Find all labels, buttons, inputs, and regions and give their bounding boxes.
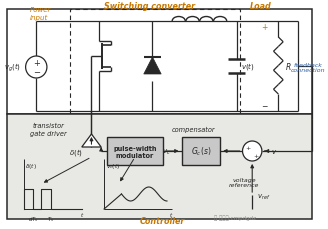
Text: t: t: [81, 212, 83, 217]
Text: $\delta(t)$: $\delta(t)$: [69, 147, 83, 158]
Text: Power
input: Power input: [30, 7, 51, 20]
Text: compensator: compensator: [171, 126, 215, 132]
Text: Switching converter: Switching converter: [104, 2, 195, 11]
Text: $G_c(s)$: $G_c(s)$: [191, 145, 211, 158]
Text: transistor
gate driver: transistor gate driver: [31, 123, 67, 136]
Bar: [181, 137, 220, 165]
Text: −: −: [33, 68, 40, 77]
Bar: [7, 114, 312, 219]
Polygon shape: [144, 58, 161, 75]
Text: $v_c(t)$: $v_c(t)$: [106, 161, 120, 170]
Text: $v_g(t)$: $v_g(t)$: [4, 62, 21, 74]
Text: +: +: [262, 22, 268, 31]
Circle shape: [26, 57, 47, 79]
Text: +: +: [33, 59, 40, 68]
Text: t: t: [170, 212, 172, 217]
Text: Load: Load: [250, 2, 272, 11]
Text: $v_c$: $v_c$: [162, 147, 171, 156]
Text: +: +: [254, 154, 259, 159]
Text: v: v: [272, 148, 276, 154]
Text: R: R: [285, 62, 291, 71]
Text: +: +: [246, 145, 251, 150]
Text: $T_s$: $T_s$: [47, 214, 54, 223]
Text: 一 微信号:cmpdgdz: 一 微信号:cmpdgdz: [214, 214, 256, 220]
Text: $v_{ref}$: $v_{ref}$: [257, 192, 271, 201]
Text: $v(t)$: $v(t)$: [241, 61, 255, 72]
Text: pulse-width
modulator: pulse-width modulator: [113, 145, 157, 158]
Text: feedback
connection: feedback connection: [291, 62, 326, 73]
Bar: [107, 137, 163, 165]
Text: $dT_s$: $dT_s$: [28, 214, 39, 223]
Text: Controller: Controller: [139, 217, 185, 226]
Polygon shape: [82, 134, 101, 147]
Bar: [7, 10, 312, 114]
Text: voltage
reference: voltage reference: [229, 177, 260, 188]
Text: −: −: [262, 102, 268, 111]
Circle shape: [242, 141, 262, 161]
Bar: [70, 10, 240, 114]
Text: $\delta(t)$: $\delta(t)$: [25, 161, 37, 170]
